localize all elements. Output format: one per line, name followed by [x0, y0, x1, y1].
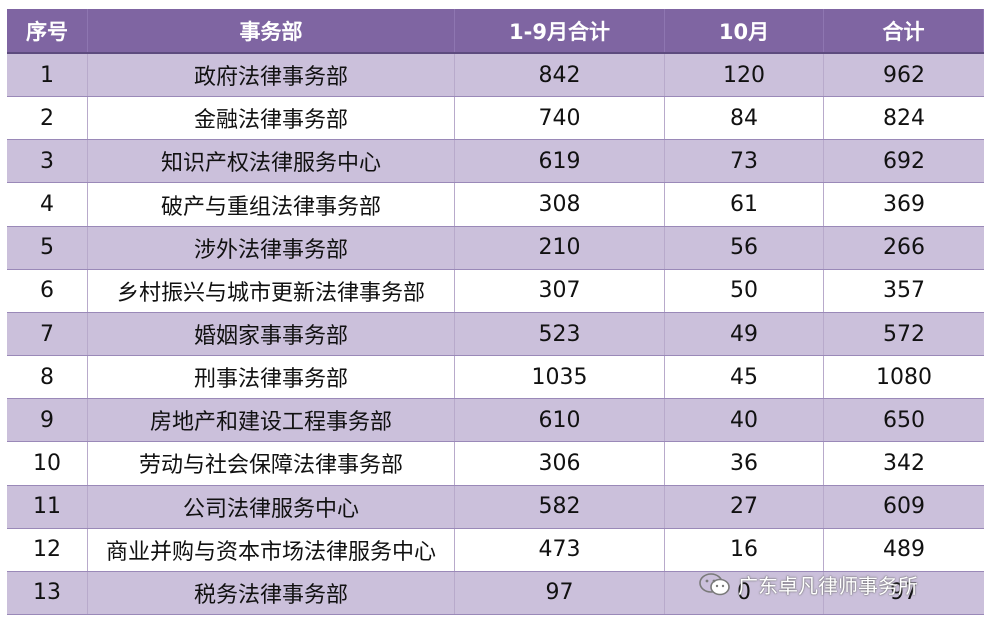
table-cell: 740: [455, 97, 665, 140]
table-cell: 266: [883, 235, 925, 261]
table-cell: 842: [455, 54, 665, 97]
table-cell: 523: [455, 312, 665, 356]
table-cell: 12: [7, 528, 88, 571]
table-cell: 7: [7, 312, 88, 356]
table-cell: 84: [665, 97, 824, 140]
table-cell: 8: [7, 356, 88, 399]
table-cell: 9: [7, 399, 88, 442]
table-cell: 0: [665, 571, 824, 615]
table-cell: 610: [455, 399, 665, 442]
watermark: 广东卓凡律师事务所: [698, 570, 918, 599]
table-cell: 1080: [876, 364, 932, 390]
table-cell: 473: [455, 528, 665, 571]
table-row: 5 涉外法律事务部 210 56 266: [7, 226, 984, 270]
header-cell: 合计: [824, 9, 984, 52]
table-cell: 50: [665, 269, 824, 312]
table-cell: 1: [7, 54, 88, 97]
table-cell: 36: [665, 442, 824, 485]
table-row: 7 婚姻家事事务部 523 49 572: [7, 312, 984, 357]
table-cell: 5: [7, 226, 88, 269]
header-cell: 1-9月合计: [455, 9, 665, 52]
table-cell: 824: [883, 105, 925, 131]
table-cell: 609: [883, 494, 925, 520]
header-cell: 事务部: [88, 9, 455, 52]
table-row: 11 公司法律服务中心 582 27 609: [7, 485, 984, 529]
table-cell: 489: [883, 537, 925, 563]
table-row: 2 金融法律事务部 740 84 824: [7, 97, 984, 141]
data-table: 序号 事务部 1-9月合计 10月 合计 1 政府法律事务部 842 120 962 2 金…: [7, 9, 984, 616]
table-cell: 306: [455, 442, 665, 485]
table-cell: 97: [455, 571, 665, 615]
table-row: 13 税务法律事务部 97 0 97: [7, 571, 984, 616]
table-cell: 56: [665, 226, 824, 269]
header-cell: 序号: [7, 9, 88, 52]
table-row: 4 破产与重组法律事务部 308 61 369: [7, 183, 984, 227]
table-row: 9 房地产和建设工程事务部 610 40 650: [7, 399, 984, 443]
table-cell: 120: [665, 54, 824, 97]
table-cell: 4: [7, 183, 88, 226]
table-row: 6 乡村振兴与城市更新法律事务部 307 50 357: [7, 269, 984, 313]
table-cell: 16: [665, 528, 824, 571]
table-cell: 210: [455, 226, 665, 269]
table-cell: 政府法律事务部: [88, 54, 455, 97]
table-cell: 572: [883, 321, 925, 347]
table-cell: 商业并购与资本市场法律服务中心: [88, 528, 455, 571]
table-cell: 962: [883, 62, 925, 88]
table-header: 序号 事务部 1-9月合计 10月 合计: [7, 9, 984, 54]
table-cell: 破产与重组法律事务部: [88, 183, 455, 226]
table-cell: 308: [455, 183, 665, 226]
table-cell: 619: [455, 140, 665, 183]
table-cell: 27: [665, 485, 824, 528]
table-cell: 97: [890, 580, 918, 606]
table-row: 12 商业并购与资本市场法律服务中心 473 16 489: [7, 528, 984, 572]
table-cell: 61: [665, 183, 824, 226]
table-cell: 342: [883, 450, 925, 476]
table-cell: 公司法律服务中心: [88, 485, 455, 528]
table-cell: 刑事法律事务部: [88, 356, 455, 399]
table-body: 1 政府法律事务部 842 120 962 2 金融法律事务部 740 84 824 3 知识产权法律…: [7, 54, 984, 616]
table-cell: 73: [665, 140, 824, 183]
table-row: 3 知识产权法律服务中心 619 73 692: [7, 140, 984, 184]
table-cell: 2: [7, 97, 88, 140]
table-cell: 3: [7, 140, 88, 183]
table-cell: 知识产权法律服务中心: [88, 140, 455, 183]
table-cell: 40: [665, 399, 824, 442]
watermark-text: 广东卓凡律师事务所: [738, 574, 918, 598]
table-cell: 房地产和建设工程事务部: [88, 399, 455, 442]
table-cell: 涉外法律事务部: [88, 226, 455, 269]
table-cell: 11: [7, 485, 88, 528]
table-cell: 税务法律事务部: [88, 571, 455, 615]
table-row: 8 刑事法律事务部 1035 45 1080: [7, 356, 984, 400]
table-cell: 582: [455, 485, 665, 528]
table-cell: 金融法律事务部: [88, 97, 455, 140]
table-cell: 45: [665, 356, 824, 399]
table-cell: 49: [665, 312, 824, 356]
table-cell: 6: [7, 269, 88, 312]
table-cell: 乡村振兴与城市更新法律事务部: [88, 269, 455, 312]
table-cell: 劳动与社会保障法律事务部: [88, 442, 455, 485]
header-cell: 10月: [665, 9, 824, 52]
table-cell: 357: [883, 278, 925, 304]
table-cell: 婚姻家事事务部: [88, 312, 455, 356]
table-cell: 307: [455, 269, 665, 312]
table-cell: 10: [7, 442, 88, 485]
table-row: 1 政府法律事务部 842 120 962: [7, 54, 984, 98]
wechat-icon: [699, 572, 730, 595]
table-row: 10 劳动与社会保障法律事务部 306 36 342: [7, 442, 984, 486]
table-cell: 650: [883, 407, 925, 433]
table-cell: 13: [7, 571, 88, 615]
table-cell: 369: [883, 192, 925, 218]
table-cell: 692: [883, 148, 925, 174]
table-cell: 1035: [455, 356, 665, 399]
